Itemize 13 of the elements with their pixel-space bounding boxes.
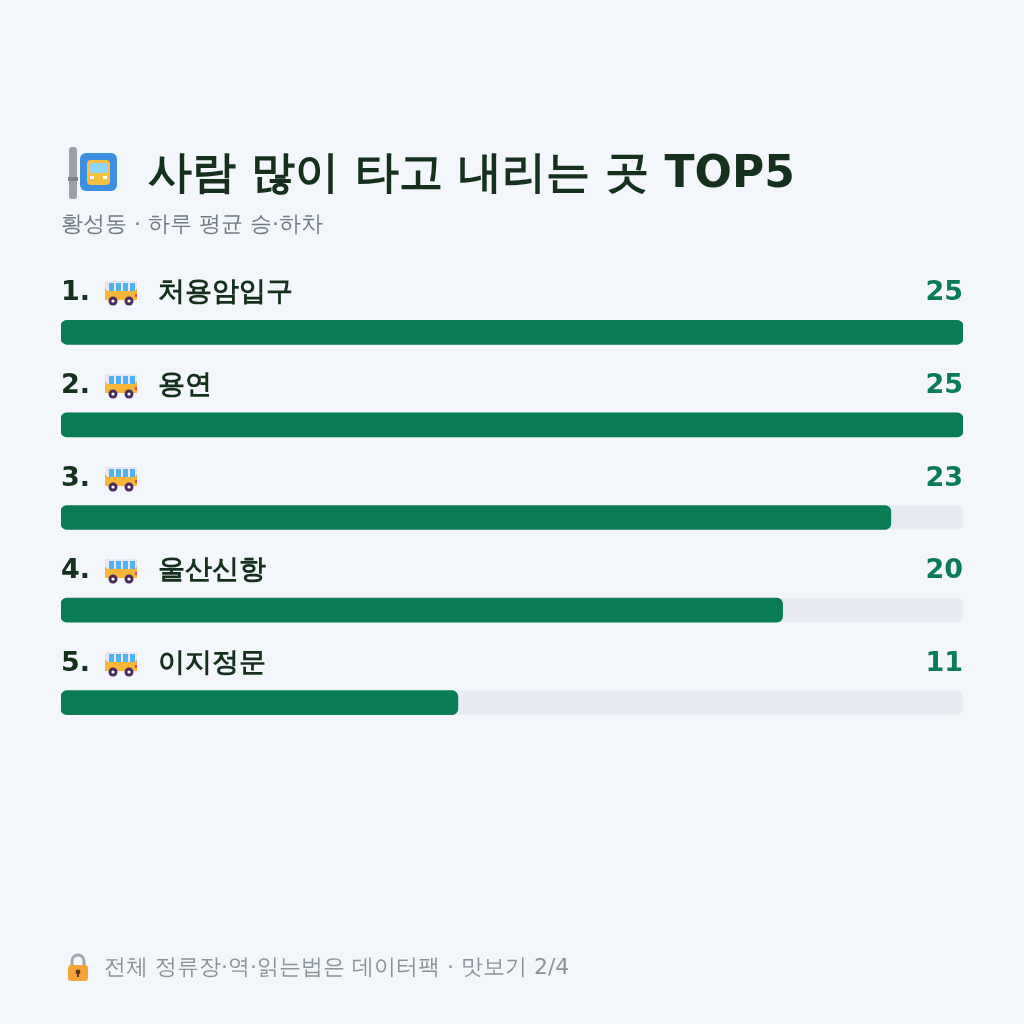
y-tick-label: 2. 용연 <box>61 367 213 399</box>
data-label: 20 <box>925 553 963 585</box>
y-tick-label: 5. 이지정문 <box>61 645 267 677</box>
y-tick-label: 4. 울산신항 <box>61 553 267 585</box>
chart-title: 사람 많이 타고 내리는 곳 TOP5 <box>148 145 795 199</box>
y-tick-label: 1. 처용암입구 <box>61 275 294 307</box>
data-label: 25 <box>925 275 963 307</box>
chart-subtitle: 황성동 · 하루 평균 승·하차 <box>61 210 323 238</box>
data-label: 23 <box>925 460 963 492</box>
text: 전체 정류장·역·읽는법은 데이터팩 · 맛보기 2/4 <box>104 953 570 981</box>
data-label: 11 <box>925 645 963 677</box>
data-label: 25 <box>925 367 963 399</box>
y-tick-label: 3. <box>61 460 91 492</box>
